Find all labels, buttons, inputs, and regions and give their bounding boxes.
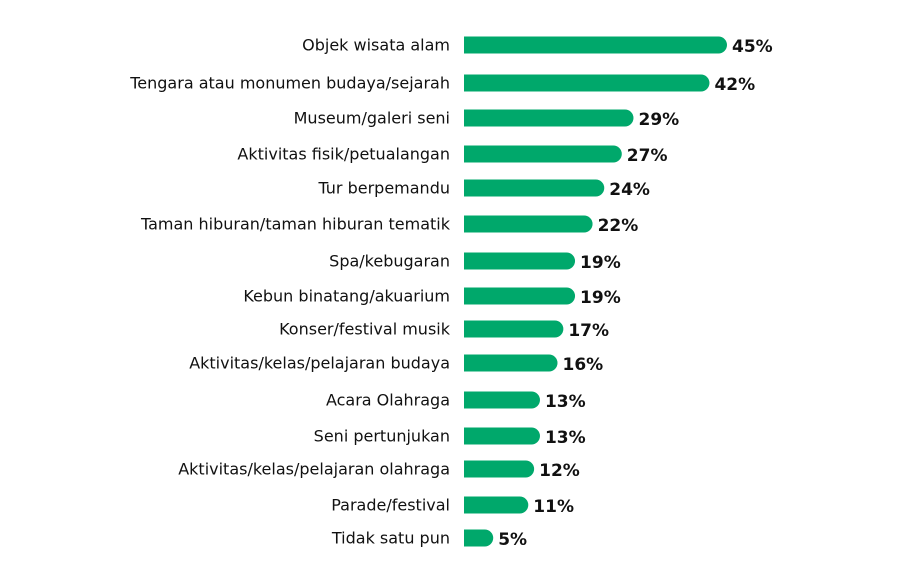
category-label: Tidak satu pun	[331, 529, 450, 548]
category-label: Aktivitas/kelas/pelajaran olahraga	[178, 460, 450, 479]
category-label: Aktivitas fisik/petualangan	[237, 145, 450, 164]
bar	[464, 320, 564, 338]
value-label: 22%	[598, 216, 639, 236]
value-label: 13%	[545, 392, 586, 412]
value-label: 19%	[580, 253, 621, 273]
bar	[464, 179, 605, 197]
bar	[464, 145, 622, 163]
bar	[464, 252, 576, 270]
bar	[464, 496, 529, 514]
bar	[464, 215, 593, 233]
category-label: Tengara atau monumen budaya/sejarah	[129, 74, 450, 93]
value-label: 11%	[533, 497, 574, 517]
value-label: 27%	[627, 146, 668, 166]
category-label: Museum/galeri seni	[294, 109, 450, 128]
value-label: 12%	[539, 461, 580, 481]
value-label: 29%	[638, 110, 679, 130]
bar	[464, 36, 727, 54]
category-label: Konser/festival musik	[279, 320, 451, 339]
value-label: 19%	[580, 288, 621, 308]
bar	[464, 460, 535, 478]
bar	[464, 354, 558, 372]
category-label: Taman hiburan/taman hiburan tematik	[140, 215, 451, 234]
bar	[464, 529, 494, 547]
value-label: 45%	[732, 37, 773, 57]
category-label: Kebun binatang/akuarium	[243, 287, 450, 306]
category-label: Seni pertunjukan	[314, 427, 450, 446]
category-label: Tur berpemandu	[317, 179, 450, 198]
category-label: Acara Olahraga	[326, 391, 450, 410]
bar	[464, 427, 540, 445]
bar	[464, 74, 710, 92]
bars	[464, 36, 727, 547]
category-labels: Objek wisata alam Tengara atau monumen bu…	[129, 36, 450, 548]
value-label: 5%	[498, 530, 527, 550]
value-label: 13%	[545, 428, 586, 448]
category-label: Objek wisata alam	[302, 36, 450, 55]
value-labels: 45% 42% 29% 27% 24% 22% 19% 19% 17% 16% 13% 13% 12% 1…	[498, 37, 772, 550]
value-label: 42%	[714, 75, 755, 95]
bar	[464, 109, 634, 127]
category-label: Parade/festival	[331, 496, 450, 515]
category-label: Aktivitas/kelas/pelajaran budaya	[189, 354, 450, 373]
value-label: 24%	[609, 180, 650, 200]
value-label: 16%	[563, 355, 604, 375]
category-label: Spa/kebugaran	[329, 252, 450, 271]
bar	[464, 391, 540, 409]
bar	[464, 287, 576, 305]
value-label: 17%	[568, 321, 609, 341]
